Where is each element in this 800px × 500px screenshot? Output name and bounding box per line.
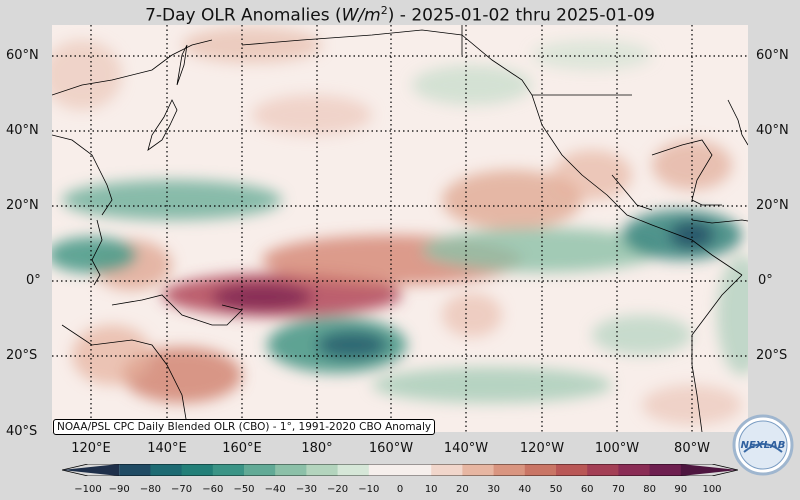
colorbar-segment: [680, 464, 738, 476]
colorbar-tick-label: 100: [702, 484, 722, 495]
colorbar-segment: [150, 464, 183, 476]
colorbar-tick-label: −100: [74, 484, 102, 495]
colorbar-segment: [493, 464, 526, 476]
lon-label-100w: 100°W: [594, 441, 640, 456]
lon-label-140w: 140°W: [443, 441, 489, 456]
colorbar-segment: [524, 464, 557, 476]
colorbar-tick-label: 80: [643, 484, 656, 495]
colorbar-segment: [306, 464, 339, 476]
china-coastline: [52, 134, 113, 216]
gulf-coast: [651, 139, 722, 206]
new-guinea-outline: [111, 294, 243, 326]
asia-coastline: [52, 39, 213, 96]
colorbar-segment: [400, 464, 432, 476]
bering-coastline: [241, 29, 463, 46]
colorbar-segment: [181, 464, 214, 476]
colorbar-segment: [337, 464, 370, 476]
coastlines: [52, 25, 748, 432]
lat-label-40s-left: 40°S: [6, 424, 38, 439]
colorbar-segment: [587, 464, 619, 476]
lat-label-equator-right: 0°: [758, 273, 773, 288]
colorbar-tick-label: 50: [549, 484, 563, 495]
lon-label-120w: 120°W: [519, 441, 565, 456]
lat-label-20s-right: 20°S: [756, 348, 788, 363]
data-source-note: NOAA/PSL CPC Daily Blended OLR (CBO) - 1…: [53, 419, 436, 435]
lon-label-80w: 80°W: [674, 441, 710, 456]
cuba-outline: [691, 219, 748, 224]
japan-outline: [147, 99, 178, 151]
colorbar-segment: [618, 464, 651, 476]
graticule: [52, 25, 748, 432]
colorbar-tick-label: 90: [674, 484, 688, 495]
colorbar-tick-label: −60: [202, 484, 224, 495]
colorbar-tick-label: 30: [487, 484, 500, 495]
colorbar-tick-label: 20: [456, 484, 469, 495]
colorbar-segment: [368, 464, 401, 476]
anomaly-field: [52, 27, 748, 425]
colorbar-tick-label: −10: [358, 484, 380, 495]
lat-label-60n-left: 60°N: [6, 48, 39, 63]
colorbar: [62, 464, 738, 476]
south-america-west-coast: [691, 274, 743, 432]
lat-label-20s-left: 20°S: [6, 348, 38, 363]
north-america-west-coast: [461, 34, 743, 276]
lon-label-180: 180°: [301, 441, 333, 456]
colorbar-tick-label: 40: [518, 484, 532, 495]
lon-label-140e: 140°E: [147, 441, 187, 456]
colorbar-tick-label: −90: [108, 484, 130, 495]
nexlab-logo: NEXLAB: [732, 414, 794, 476]
map-title: 7-Day OLR Anomalies (W/m2) - 2025-01-02 …: [145, 4, 655, 26]
colorbar-tick-label: −20: [327, 484, 349, 495]
nexlab-logo-text: NEXLAB: [741, 440, 786, 451]
lon-label-160e: 160°E: [222, 441, 262, 456]
colorbar-segment: [275, 464, 307, 476]
colorbar-tick-label: 60: [580, 484, 594, 495]
sakhalin-outline: [176, 44, 188, 86]
colorbar-segment: [62, 464, 120, 476]
colorbar-tick-label: −40: [264, 484, 286, 495]
colorbar-segment: [212, 464, 245, 476]
colorbar-tick-label: −80: [139, 484, 161, 495]
colorbar-tick-label: −30: [295, 484, 317, 495]
colorbar-segment: [119, 464, 151, 476]
lon-label-120e: 120°E: [71, 441, 111, 456]
colorbar-tick-label: 10: [424, 484, 438, 495]
colorbar-segment: [649, 464, 682, 476]
colorbar-tick-label: −70: [171, 484, 193, 495]
colorbar-segment: [462, 464, 495, 476]
olr-anomaly-map: [52, 25, 748, 432]
lat-label-40n-left: 40°N: [6, 123, 39, 138]
colorbar-segment: [244, 464, 276, 476]
lat-label-60n-right: 60°N: [756, 48, 789, 63]
lat-label-20n-left: 20°N: [6, 198, 39, 213]
philippines-outline: [91, 219, 103, 286]
colorbar-tick-label: 0: [396, 484, 404, 495]
baja-california-outline: [611, 174, 653, 211]
lat-label-20n-right: 20°N: [756, 198, 789, 213]
colorbar-segment: [431, 464, 463, 476]
colorbar-tick-label: 70: [612, 484, 625, 495]
lon-label-160w: 160°W: [368, 441, 414, 456]
lat-label-equator-left: 0°: [26, 273, 41, 288]
lat-label-40n-right: 40°N: [756, 123, 789, 138]
east-coast: [727, 99, 748, 146]
colorbar-segment: [556, 464, 588, 476]
colorbar-tick-label: −50: [233, 484, 255, 495]
